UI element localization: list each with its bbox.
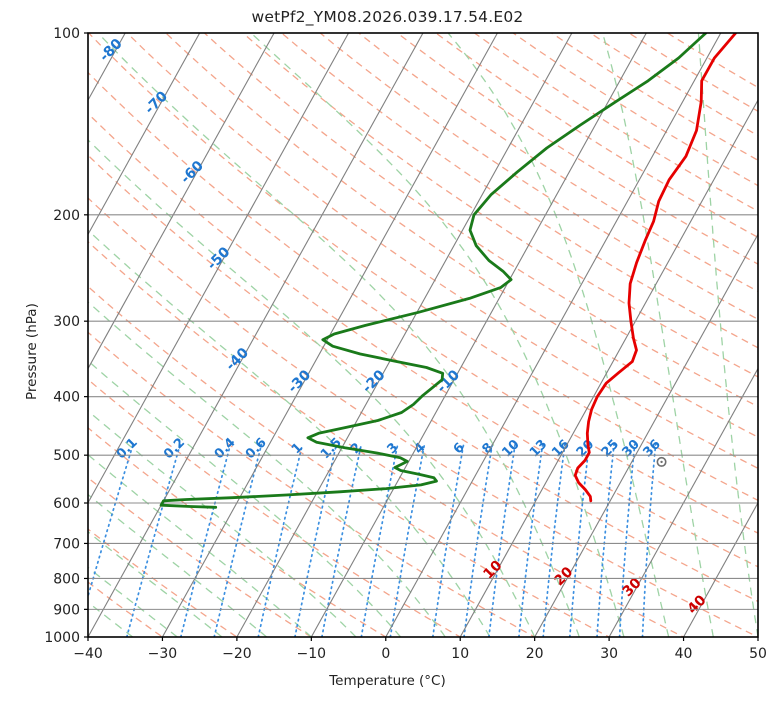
axis-frame [87,32,759,638]
moist-adiabat [697,33,758,637]
mixing-ratio-line [518,443,544,637]
lcl-marker [656,456,667,467]
temperature-profile [573,33,738,503]
moist-adiabat [768,20,775,638]
x-axis-ticks: −40 −30 −20 −10 0 10 20 30 40 50 [73,637,767,662]
moist-adiabat [88,139,536,637]
isotherm [459,98,758,637]
isotherm [310,33,647,637]
mixing-ratio-line [641,443,657,637]
x-tick-label: −40 [73,646,103,662]
y-axis-ticks: 100 200 300 400 500 600 700 800 900 1000 [44,26,88,646]
isotherm [608,367,758,637]
isotherm [385,33,722,637]
x-tick-label: 50 [749,646,767,662]
y-tick-label: 800 [53,571,80,587]
dry-adiabat [319,33,758,320]
dry-adiabat [88,240,686,637]
mixing-ratio-line [257,443,304,637]
moist-adiabat [88,410,357,637]
dry-adiabat [88,71,758,534]
markers [656,456,667,467]
dry-adiabat [88,476,313,637]
mixing-ratio-line [389,443,426,637]
x-tick-label: −20 [222,646,252,662]
moist-adiabat [97,33,580,637]
data-series [159,33,738,509]
dewpoint-profile [159,33,708,509]
x-tick-label: 10 [451,646,469,662]
mixing-ratio-line [294,443,338,637]
dry-adiabat [88,378,462,637]
dry-adiabat [88,528,239,637]
x-tick-label: −30 [148,646,178,662]
moist-adiabat [447,33,670,637]
moist-adiabats [88,20,775,638]
isotherm [757,635,758,637]
moist-adiabat [88,301,446,637]
moist-adiabat [88,566,178,637]
y-tick-label: 400 [53,390,80,406]
mixing-ratio-line [125,443,182,637]
mixing-ratio-line [321,443,363,637]
x-tick-label: 30 [600,646,618,662]
mixing-ratio-lines [88,443,657,637]
plot-bg [88,33,758,637]
y-tick-label: 300 [53,314,80,330]
mixing-ratio-line [542,443,566,637]
mixing-ratio-line [213,443,263,637]
mixing-ratio-line [596,443,615,637]
x-tick-label: 20 [526,646,544,662]
moist-adiabat [88,229,491,637]
mixing-ratio-line [179,443,232,637]
mixing-ratio-line [463,443,494,637]
moist-adiabat [88,360,402,637]
mixing-ratio-line [360,443,399,637]
y-tick-label: 500 [53,448,80,464]
y-tick-label: 600 [53,496,80,512]
x-axis-label: Temperature (°C) [329,673,446,689]
mixing-ratio-line [431,443,465,637]
x-tick-label: 40 [675,646,693,662]
dry-adiabat [88,154,758,603]
dry-adiabat [88,331,537,637]
y-tick-label: 100 [53,26,80,42]
y-tick-label: 200 [53,208,80,224]
plot-frame [87,32,759,638]
y-tick-label: 900 [53,602,80,618]
isotherm [88,33,275,370]
isotherm [534,233,758,637]
x-tick-label: 0 [381,646,390,662]
lcl-marker-dot [660,460,663,464]
mixing-ratio-line [488,443,516,637]
x-tick-label: −10 [297,646,327,662]
y-tick-label: 700 [53,536,80,552]
isotherm [88,33,424,637]
dry-adiabat [88,581,164,637]
isotherm [88,33,201,236]
isotherm [88,33,350,504]
dry-adiabat [88,197,758,637]
dry-adiabat [357,33,758,293]
isotherm [683,501,758,637]
moist-adiabat [250,33,625,637]
dry-adiabat [88,33,758,502]
moist-adiabat [601,33,714,637]
isotherm [0,33,51,637]
isotherm [236,33,573,637]
plot-background [88,33,758,637]
mixing-ratio-line [618,443,636,637]
mixing-ratio-line [88,443,134,600]
chart-title: wetPf2_YM08.2026.039.17.54.E02 [251,8,524,26]
isotherms [0,33,758,637]
y-tick-label: 1000 [44,630,80,646]
